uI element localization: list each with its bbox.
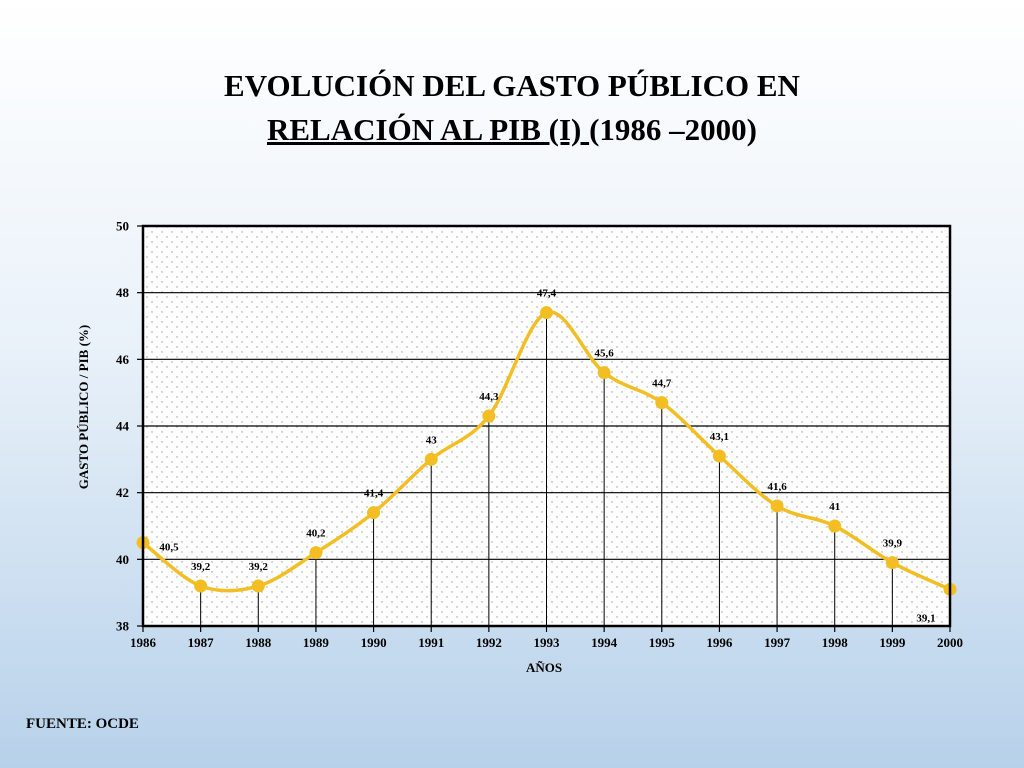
- x-tick-label: 1988: [245, 635, 272, 650]
- data-label: 41,6: [767, 481, 787, 493]
- data-label: 39,2: [249, 561, 269, 573]
- y-tick-label: 42: [116, 485, 129, 500]
- y-tick-label: 44: [116, 419, 130, 434]
- x-tick-label: 1997: [764, 635, 791, 650]
- data-label: 44,3: [479, 391, 499, 403]
- data-point: [482, 409, 496, 423]
- x-tick-label: 1998: [822, 635, 849, 650]
- x-tick-label: 1987: [188, 635, 215, 650]
- y-tick-label: 48: [116, 285, 130, 300]
- data-label: 45,6: [595, 348, 615, 360]
- data-point: [251, 579, 265, 593]
- x-tick-label: 1993: [534, 635, 561, 650]
- data-label: 41: [829, 501, 840, 513]
- y-tick-label: 40: [116, 552, 129, 567]
- x-axis-label: AÑOS: [526, 660, 562, 675]
- data-label: 41,4: [364, 488, 384, 500]
- chart-title: EVOLUCIÓN DEL GASTO PÚBLICO EN RELACIÓN …: [0, 64, 1024, 152]
- data-label: 43: [426, 434, 438, 446]
- title-line-1: EVOLUCIÓN DEL GASTO PÚBLICO EN: [224, 68, 800, 103]
- y-axis-label: GASTO PÚBLICO / PIB (%): [76, 325, 91, 489]
- y-tick-label: 38: [116, 619, 130, 634]
- x-tick-label: 1990: [361, 635, 387, 650]
- data-point: [540, 306, 553, 320]
- data-label: 39,9: [883, 538, 903, 550]
- data-point: [424, 452, 438, 466]
- data-label: 40,2: [306, 528, 326, 540]
- y-tick-label: 50: [116, 219, 129, 234]
- title-line-2: RELACIÓN AL PIB (I) (1986 –2000): [0, 108, 1024, 152]
- x-tick-label: 1999: [879, 635, 906, 650]
- x-tick-label: 1991: [418, 635, 444, 650]
- data-point: [828, 519, 842, 533]
- x-tick-label: 1989: [303, 635, 330, 650]
- data-point: [309, 546, 323, 560]
- data-label: 39,2: [191, 561, 211, 573]
- data-point: [367, 506, 381, 520]
- x-tick-label: 2000: [937, 635, 963, 650]
- y-tick-label: 46: [116, 352, 130, 367]
- data-label: 44,7: [652, 378, 672, 390]
- title-line-2-rest: (1986 –2000): [589, 112, 757, 147]
- data-point: [655, 396, 669, 410]
- data-point: [194, 579, 208, 593]
- data-point: [885, 556, 899, 570]
- data-label: 39,1: [916, 612, 935, 624]
- data-label: 47,4: [537, 288, 557, 300]
- data-point: [597, 366, 611, 380]
- data-point: [712, 449, 726, 463]
- x-tick-label: 1986: [130, 635, 157, 650]
- data-label: 40,5: [159, 542, 179, 554]
- data-point: [770, 499, 784, 513]
- x-tick-label: 1995: [649, 635, 676, 650]
- source-note: FUENTE: OCDE: [26, 716, 139, 732]
- data-label: 43,1: [710, 431, 729, 443]
- x-tick-label: 1996: [706, 635, 733, 650]
- x-tick-label: 1994: [591, 635, 618, 650]
- title-line-2-underlined: RELACIÓN AL PIB (I): [266, 112, 590, 147]
- x-tick-label: 1992: [476, 635, 502, 650]
